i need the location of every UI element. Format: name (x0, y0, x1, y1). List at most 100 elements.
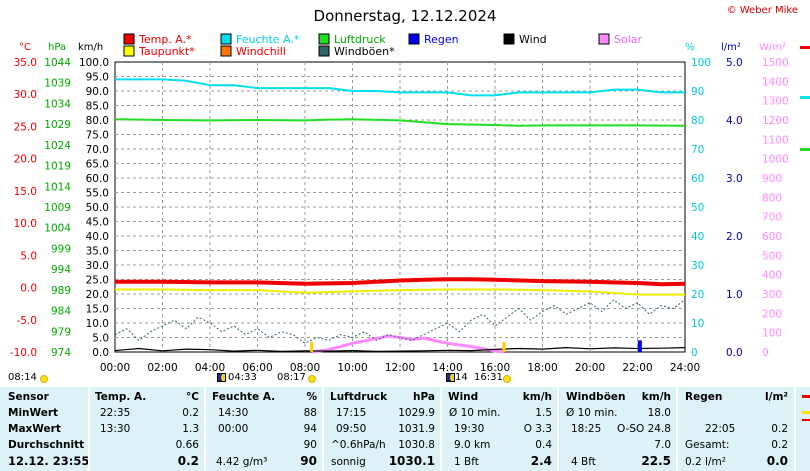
tick-label-pressure_hpa: 1034 (44, 98, 71, 110)
tick-label-solar_wm2: 1400 (762, 76, 789, 88)
stats-rain-unit: l/m² (765, 391, 788, 403)
stats-col-gusts: Windböen km/h Ø 10 min. 18.0 18:25 O-SO … (559, 387, 677, 471)
legend-swatch (318, 45, 330, 57)
stats-col-humidity: Feuchte A. % 14:30 88 00:00 94 90 4.42 g… (206, 387, 323, 471)
stats-wind-max: O 3.3 (523, 423, 552, 435)
tick-label-humidity_pct: 40 (691, 231, 704, 243)
legend-label: Windböen* (334, 45, 395, 58)
weather-chart: Donnerstag, 12.12.2024 © Weber Mike Temp… (10, 5, 810, 374)
legend-label: Regen (424, 33, 459, 46)
tick-label-humidity_pct: 80 (691, 115, 704, 127)
stats-wind-current: 2.4 (530, 454, 552, 468)
stats-pressure-title: Luftdruck (330, 391, 388, 403)
edge-mark-temp (800, 46, 810, 49)
sun-marker (310, 342, 314, 352)
tick-label-temp_c: 30.0 (14, 89, 37, 101)
tick-label-pressure_hpa: 1009 (44, 202, 71, 214)
stats-humidity-title: Feuchte A. (212, 391, 276, 403)
edge-mark-pressure (800, 148, 810, 151)
tick-label-temp_c: 10.0 (14, 218, 37, 230)
stats-temp-max-time: 13:30 (100, 423, 131, 435)
legend-swatch (408, 33, 420, 45)
axis-units: °C hPa km/h % l/m² W/m² (19, 42, 786, 53)
stats-wind-daily-avg: 0.4 (535, 439, 552, 451)
stats-col-pressure: Luftdruck hPa 17:15 1029.9 09:50 1031.9 … (324, 387, 441, 471)
tick-label-temp_c: 0.0 (20, 283, 37, 295)
tick-label-x: 20:00 (575, 362, 605, 374)
tick-label-humidity_pct: 0 (691, 347, 698, 359)
tick-label-wind_kmh: 50.0 (86, 202, 109, 214)
stats-wind-max-time: 19:30 (454, 423, 485, 435)
tick-label-pressure_hpa: 989 (51, 285, 71, 297)
stats-gusts-max: O-SO 24.8 (617, 423, 671, 435)
edge-marks (800, 46, 810, 151)
stats-gusts-avg: 7.0 (654, 439, 671, 451)
tick-label-pressure_hpa: 994 (51, 264, 71, 276)
tick-label-wind_kmh: 25.0 (86, 275, 109, 287)
tick-label-pressure_hpa: 984 (51, 306, 71, 318)
stats-wind-unit: km/h (522, 391, 552, 403)
tick-label-humidity_pct: 100 (691, 57, 711, 69)
tick-label-pressure_hpa: 1039 (44, 78, 71, 90)
legend-label: Wind (519, 33, 547, 46)
stats-rain-total-label: Gesamt: (685, 439, 730, 451)
tick-label-x: 08:00 (290, 362, 320, 374)
edge-mark-humidity (800, 96, 810, 99)
side-marker (802, 419, 810, 421)
unit-rain: l/m² (721, 42, 741, 53)
unit-temp: °C (19, 42, 31, 53)
tick-label-temp_c: 25.0 (14, 121, 37, 133)
tick-label-solar_wm2: 500 (762, 250, 782, 262)
tick-label-solar_wm2: 200 (762, 308, 782, 320)
tick-label-pressure_hpa: 1029 (44, 119, 71, 131)
series-line-luftdruck (114, 118, 686, 127)
stats-row-max: MaxWert (8, 423, 61, 435)
series-line-wind (114, 347, 686, 352)
stats-rain-current: 0.0 (766, 454, 788, 468)
col-sep (440, 387, 442, 471)
legend-label: Feuchte A.* (236, 33, 300, 46)
tick-label-solar_wm2: 0 (762, 347, 769, 359)
tick-label-x: 14:00 (432, 362, 462, 374)
stats-timestamp: 12.12. 23:55 (8, 454, 90, 468)
stats-rain-day: 0.2 l/m² (685, 456, 726, 468)
axis-ticks: 35.0 30.0 25.0 20.0 15.0 10.0 5.0 0.0 -5.0 -10.0 1… (10, 57, 789, 374)
moonrise-time: 04:33 (228, 372, 257, 383)
tick-label-x: 02:00 (147, 362, 177, 374)
tick-label-pressure_hpa: 979 (51, 326, 71, 338)
tick-label-wind_kmh: 5.0 (92, 333, 109, 345)
stats-temp-min: 0.2 (182, 407, 199, 419)
stats-humidity-absolute: 4.42 g/m³ (216, 456, 268, 468)
stats-humidity-avg: 90 (303, 439, 317, 451)
stats-wind-avg10: 1.5 (535, 407, 552, 419)
tick-label-humidity_pct: 70 (691, 144, 704, 156)
tick-label-rain_lm2: 0.0 (726, 347, 743, 359)
series-line-taupunkt (115, 288, 685, 296)
series-line-temp-a (115, 277, 686, 287)
stats-pressure-unit: hPa (413, 391, 435, 403)
tick-label-temp_c: -5.0 (17, 315, 38, 327)
unit-solar: W/m² (759, 42, 786, 53)
col-sep (557, 387, 559, 471)
tick-label-wind_kmh: 15.0 (86, 304, 109, 316)
stats-col-temp: Temp. A. °C 22:35 0.2 13:30 1.3 0.66 0.2 (90, 387, 205, 471)
tick-label-x: 12:00 (385, 362, 415, 374)
legend-label: Luftdruck (334, 33, 386, 46)
tick-label-x: 24:00 (670, 362, 700, 374)
stats-humidity-max-time: 00:00 (218, 423, 249, 435)
rain-bar (637, 340, 642, 352)
stats-pressure-forecast: sonnig (331, 456, 366, 468)
stats-gusts-avg-label: Ø 10 min. (566, 407, 618, 419)
stats-rain-max: 0.2 (771, 423, 788, 435)
sunrise-time: 08:14 (8, 372, 37, 383)
tick-label-temp_c: 20.0 (14, 154, 37, 166)
unit-humidity: % (685, 42, 695, 53)
legend-label: Solar (614, 33, 643, 46)
stats-temp-title: Temp. A. (95, 391, 147, 403)
stats-rain-total: 0.2 (771, 439, 788, 451)
stats-rain-title: Regen (685, 391, 723, 403)
tick-label-temp_c: 15.0 (14, 186, 37, 198)
stats-pressure-max-time: 09:50 (336, 423, 367, 435)
moonset-icon (446, 373, 455, 382)
tick-label-wind_kmh: 65.0 (86, 159, 109, 171)
